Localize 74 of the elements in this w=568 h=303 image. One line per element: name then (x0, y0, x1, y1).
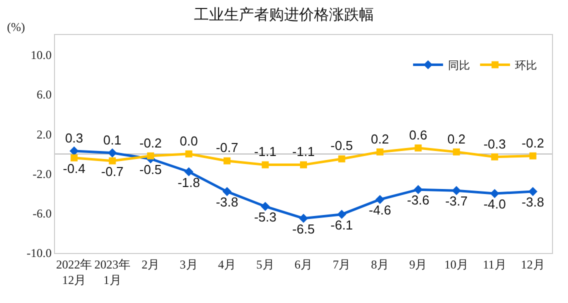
data-label: 0.1 (103, 132, 122, 148)
data-label: -0.3 (483, 136, 506, 152)
point (376, 148, 384, 156)
y-tick-label: -6.0 (32, 206, 52, 221)
y-axis-title: (%) (7, 20, 25, 34)
y-tick-label: 6.0 (36, 88, 52, 102)
point (414, 185, 423, 194)
chart-title: 工业生产者购进价格涨跌幅 (194, 6, 374, 24)
point (298, 214, 308, 223)
data-label: 0.6 (409, 127, 428, 142)
data-label: -4.6 (368, 202, 392, 218)
data-label: -0.5 (330, 138, 353, 154)
x-tick-label: 6月 (294, 257, 312, 272)
point (185, 150, 192, 158)
x-tick-label: 7月 (332, 257, 351, 272)
y-tick-label: -2.0 (32, 166, 52, 181)
data-label: -1.8 (178, 174, 200, 190)
x-tick-label: 12月 (520, 257, 545, 272)
point (70, 146, 79, 156)
point (491, 153, 498, 160)
data-label: -6.5 (292, 221, 315, 236)
point (70, 154, 78, 162)
point (262, 161, 269, 168)
point (452, 148, 460, 156)
data-label: -5.3 (254, 210, 276, 225)
point (147, 152, 154, 160)
point (375, 194, 385, 204)
data-label: -4.0 (483, 196, 506, 212)
point (337, 210, 346, 219)
x-tick-label: 5月 (256, 257, 274, 272)
x-tick-label: 2023年 1月 (94, 257, 130, 287)
y-tick-label: 10.0 (30, 48, 52, 62)
point (224, 157, 231, 164)
x-tick-label: 8月 (370, 257, 389, 272)
y-tick-label: -10.0 (26, 246, 52, 260)
legend-label: 环比 (515, 59, 538, 72)
data-label: -3.8 (522, 194, 544, 210)
data-label: 0.0 (180, 133, 198, 148)
data-label: 0.2 (370, 131, 389, 146)
point (490, 189, 500, 198)
point (222, 187, 232, 196)
data-label: -3.6 (406, 192, 430, 208)
data-label: -0.5 (139, 162, 162, 177)
point (414, 144, 422, 152)
data-label: -3.7 (445, 194, 468, 209)
data-label: -1.1 (292, 144, 315, 160)
x-tick-label: 9月 (409, 257, 428, 272)
data-label: -6.1 (330, 217, 353, 232)
x-tick-label: 4月 (218, 257, 236, 272)
point (108, 157, 116, 164)
x-tick-label: 10月 (444, 257, 468, 272)
x-tick-label: 2022年 12月 (56, 257, 92, 287)
point (300, 161, 307, 168)
point (184, 167, 194, 176)
data-label: -0.7 (216, 140, 238, 156)
x-tick-label: 11月 (482, 257, 506, 272)
point (529, 152, 536, 160)
point (528, 187, 538, 196)
data-label: -0.4 (62, 160, 86, 176)
point (338, 155, 346, 162)
y-tick-label: 2.0 (36, 127, 52, 142)
data-label: 0.3 (65, 130, 84, 146)
point (452, 186, 461, 196)
point (260, 202, 270, 211)
data-label: 0.2 (447, 131, 466, 146)
data-label: -0.7 (101, 164, 124, 179)
point (108, 148, 117, 158)
x-tick-label: 3月 (180, 257, 198, 272)
data-label: -0.2 (139, 135, 162, 150)
data-label: -1.1 (254, 144, 276, 160)
legend-label: 同比 (448, 59, 470, 72)
x-tick-label: 2月 (142, 257, 160, 272)
data-label: -3.8 (216, 194, 238, 210)
data-label: -0.2 (522, 135, 544, 150)
